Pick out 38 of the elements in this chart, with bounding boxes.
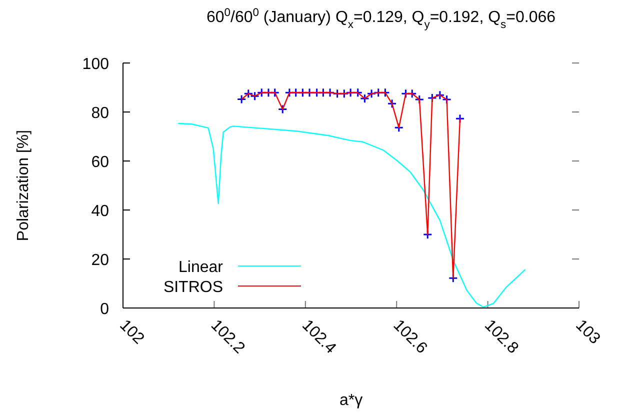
legend-label: SITROS [163,279,223,296]
y-tick-label: 80 [91,105,110,122]
point [318,88,328,98]
point [236,94,246,104]
point [346,88,356,98]
point [264,88,274,98]
y-tick-label: 100 [82,56,110,73]
y-tick-label: 20 [91,252,110,269]
point [339,88,349,98]
point [298,88,308,98]
point [304,88,314,98]
point [312,88,322,98]
point [278,104,288,114]
point [256,88,266,98]
x-tick-label: 103 [572,316,604,348]
point [455,114,465,124]
y-axis-title: Polarization [%] [15,130,32,242]
point [374,88,384,98]
point [291,88,301,98]
point [407,88,417,98]
y-tick-label: 40 [91,203,110,220]
chart-title: 60$^{0}$/60$^{0}$ (January) Q$_{x}$=0.129, Q$_{y}$=0.192, Q$_{s}$=0.066 [206,7,556,31]
point [325,88,335,98]
legend-label: Linear [178,259,224,276]
point [332,88,342,98]
x-axis-title: a*γ [339,392,363,409]
point [414,94,424,104]
y-tick-label: 0 [100,301,110,318]
y-tick-label: 60 [91,154,110,171]
point [270,88,280,98]
point [394,122,404,132]
point [400,88,410,98]
x-tick-label: 102 [116,316,148,348]
point [380,88,390,98]
point [284,88,294,98]
point [427,93,437,103]
point [366,88,376,98]
point [387,98,397,108]
